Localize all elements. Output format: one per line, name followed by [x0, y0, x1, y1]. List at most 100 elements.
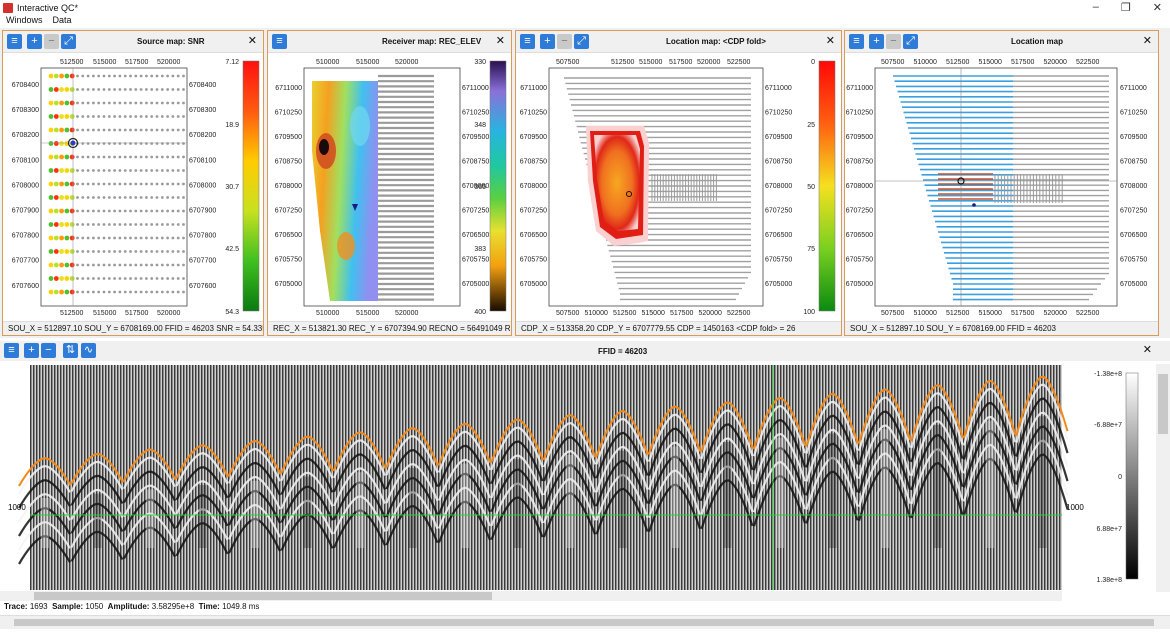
tick-label: 6710250: [462, 110, 489, 117]
minimize-icon[interactable]: –: [1092, 1, 1099, 13]
source-point: [150, 128, 154, 132]
seismic-event: [542, 478, 597, 524]
receiver-map-plot[interactable]: 510000 515000 520000 510000 515000 52000…: [268, 31, 513, 323]
source-point: [86, 223, 90, 226]
seismic-event: [280, 457, 334, 495]
close-icon[interactable]: ✕: [495, 35, 505, 47]
settings-icon[interactable]: ≡: [520, 34, 535, 49]
seismic-event: [490, 454, 544, 499]
time-label: Time:: [198, 602, 220, 611]
source-point: [150, 223, 154, 226]
seismic-event: [385, 448, 439, 490]
zoom-in-icon[interactable]: +: [27, 34, 42, 49]
source-point: [64, 208, 70, 214]
source-point: [155, 263, 159, 267]
settings-icon[interactable]: ≡: [4, 343, 19, 358]
source-point: [123, 277, 127, 280]
gather-hscroll-thumb[interactable]: [34, 592, 492, 600]
source-point: [48, 73, 54, 79]
source-point: [102, 88, 106, 91]
source-point: [160, 250, 164, 253]
source-point: [102, 74, 106, 78]
source-point: [76, 182, 79, 186]
menu-data[interactable]: Data: [52, 15, 72, 25]
seismic-event: [437, 430, 492, 473]
source-point: [166, 88, 170, 91]
seismic-event: [700, 479, 754, 530]
zoom-out-icon[interactable]: −: [886, 34, 901, 49]
seismic-event: [647, 455, 702, 504]
menu-windows[interactable]: Windows: [6, 15, 43, 25]
tick-label: 6710250: [275, 110, 302, 117]
zoom-in-icon[interactable]: +: [24, 343, 39, 358]
close-icon[interactable]: ✕: [1142, 344, 1152, 356]
source-point: [86, 290, 90, 294]
hscroll-thumb[interactable]: [14, 619, 1154, 626]
wiggle-mode-icon[interactable]: ∿: [81, 343, 96, 358]
seismic-event: [595, 473, 649, 521]
close-window-icon[interactable]: ✕: [1152, 2, 1162, 14]
source-point: [171, 128, 175, 132]
fit-extent-icon[interactable]: ⤢: [61, 34, 76, 49]
zoom-out-icon[interactable]: −: [557, 34, 572, 49]
source-map-plot[interactable]: 512500 515000 517500 520000 512500 51500…: [3, 31, 265, 323]
source-point: [134, 115, 138, 118]
vscroll-thumb[interactable]: [1158, 374, 1168, 434]
source-point: [160, 142, 164, 145]
first-break-pick-line: [18, 375, 1069, 487]
source-point: [102, 263, 106, 267]
source-point: [145, 182, 148, 186]
source-point: [81, 88, 85, 91]
main-horizontal-scrollbar[interactable]: [0, 615, 1170, 629]
seismic-column: [933, 424, 942, 548]
source-point: [81, 101, 85, 105]
seismic-event: [332, 439, 386, 479]
tick-label: 515000: [979, 310, 1002, 317]
location-map-status: SOU_X = 512897.10 SOU_Y = 6708169.00 FFI…: [845, 321, 1158, 335]
fit-extent-icon[interactable]: ⤢: [574, 34, 589, 49]
close-icon[interactable]: ✕: [247, 35, 257, 47]
source-point: [107, 290, 111, 294]
source-point: [176, 277, 180, 280]
seismic-column: [881, 429, 889, 548]
source-point: [64, 276, 70, 281]
maximize-icon[interactable]: ❐: [1120, 2, 1131, 14]
source-point: [76, 88, 79, 91]
tick-label: 517500: [125, 59, 148, 66]
zoom-out-icon[interactable]: −: [41, 343, 56, 358]
source-map-panel: ≡ + − ⤢ Source map: SNR ✕ 512500 515000 …: [2, 30, 264, 336]
tick-label: 510000: [914, 310, 937, 317]
source-point: [150, 182, 154, 186]
settings-icon[interactable]: ≡: [7, 34, 22, 49]
cdp-fold-plot[interactable]: 507500 512500 515000 517500 520000 5225005075…: [516, 31, 843, 323]
source-point: [113, 88, 116, 91]
settings-icon[interactable]: ≡: [849, 34, 864, 49]
zoom-out-icon[interactable]: −: [44, 34, 59, 49]
close-icon[interactable]: ✕: [825, 35, 835, 47]
zoom-in-icon[interactable]: +: [540, 34, 555, 49]
seismic-event: [542, 450, 597, 496]
source-point: [81, 236, 85, 240]
source-point: [53, 73, 59, 79]
source-point: [64, 127, 70, 133]
source-point: [86, 209, 90, 213]
close-icon[interactable]: ✕: [1142, 35, 1152, 47]
source-point: [129, 290, 132, 294]
seismic-event: [1015, 453, 1069, 514]
source-point: [53, 262, 59, 268]
seismic-gather-plot[interactable]: 1000 1000 -1.38e+8 -6.88e+7 0 6.88e+7 1.…: [0, 363, 1170, 615]
source-point: [48, 249, 54, 254]
cdp-fold-toolbar: ≡ + − ⤢ Location map: <CDP fold> ✕: [516, 31, 841, 53]
fit-extent-icon[interactable]: ⤢: [903, 34, 918, 49]
pick-mode-icon[interactable]: ⇅: [63, 343, 78, 358]
source-point: [176, 128, 180, 132]
source-point: [123, 236, 127, 240]
location-map-plot[interactable]: 507500 507500 510000 510000 512500 512500 5150…: [845, 31, 1160, 323]
source-point: [48, 262, 54, 268]
source-point: [139, 290, 143, 294]
zoom-in-icon[interactable]: +: [869, 34, 884, 49]
source-point: [48, 222, 54, 227]
settings-icon[interactable]: ≡: [272, 34, 287, 49]
seismic-event: [228, 517, 281, 554]
gather-vertical-scrollbar[interactable]: [1156, 364, 1170, 592]
